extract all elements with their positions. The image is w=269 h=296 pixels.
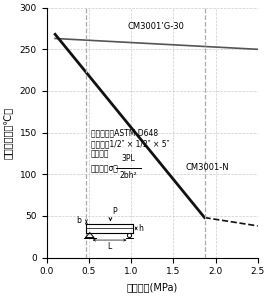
- X-axis label: 曲げ応力(MPa): 曲げ応力(MPa): [127, 282, 178, 292]
- Text: 試験片：1/2″ × 1/2″ × 5″: 試験片：1/2″ × 1/2″ × 5″: [91, 139, 169, 148]
- Text: b: b: [76, 216, 81, 226]
- Text: h: h: [139, 224, 144, 233]
- Text: 2bh²: 2bh²: [120, 171, 137, 180]
- Text: 無処理品: 無処理品: [91, 150, 109, 159]
- Y-axis label: 熱変形温度（℃）: 熱変形温度（℃）: [4, 107, 14, 159]
- Text: L: L: [107, 242, 112, 251]
- Text: 曲げ応力σ＝: 曲げ応力σ＝: [91, 165, 118, 174]
- Text: 3PL: 3PL: [122, 155, 136, 163]
- Text: P: P: [112, 207, 117, 216]
- Text: CM3001’G-30: CM3001’G-30: [128, 22, 185, 31]
- Text: CM3001-N: CM3001-N: [186, 163, 229, 172]
- Text: 測定方法：ASTM D648: 測定方法：ASTM D648: [91, 128, 158, 137]
